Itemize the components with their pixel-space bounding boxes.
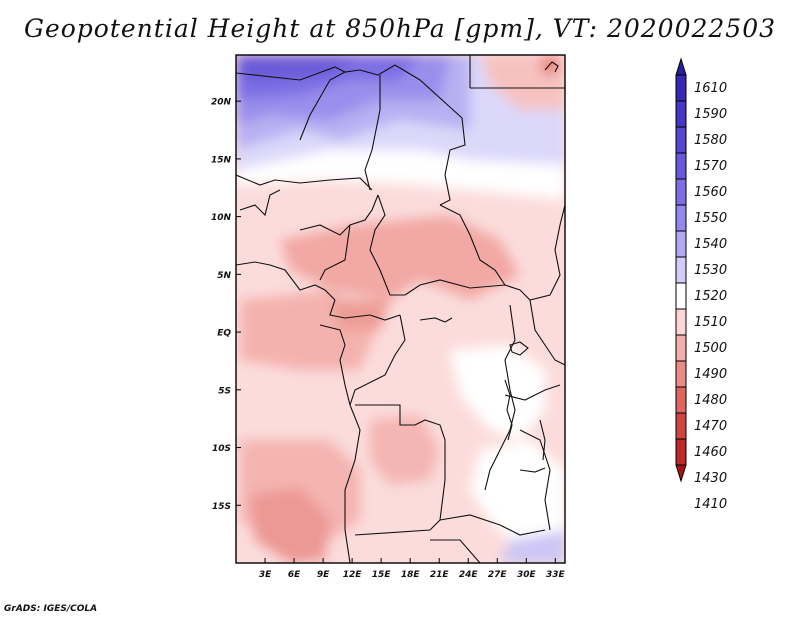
colorbar-label: 1550 <box>694 211 727 226</box>
lon-label: 9E <box>317 570 330 580</box>
figure-title: Geopotential Height at 850hPa [gpm], VT:… <box>23 14 777 43</box>
field-1560 <box>240 55 360 80</box>
boundary-niger-algeria <box>299 71 346 141</box>
colorbar-swatch <box>675 256 687 284</box>
boundary-congo <box>329 299 401 321</box>
boundary-sahel <box>236 174 373 191</box>
colorbar-bottom-arrow <box>675 464 687 483</box>
lon-label: 21E <box>430 570 450 580</box>
lon-label: 27E <box>488 570 508 580</box>
field-1480-south <box>250 488 330 563</box>
colorbar-swatch <box>675 386 687 414</box>
colorbar-label: 1540 <box>694 237 727 252</box>
colorbar: 1610 1590 1580 1570 1560 1550 1540 1530 1520 1510… <box>675 57 727 512</box>
river-congo <box>419 317 453 323</box>
boundary-angola-south <box>354 479 446 536</box>
colorbar-label: 1510 <box>694 315 727 330</box>
boundary-caprivi <box>430 539 481 563</box>
boundary-cameroon-nigeria <box>319 224 351 281</box>
grads-credit: GrADS: IGES/COLA <box>4 604 98 614</box>
colorbar-label: 1520 <box>694 289 727 304</box>
lake-kariba <box>519 467 546 473</box>
boundary-angola-coast <box>344 404 361 563</box>
colorbar-swatch <box>675 230 687 258</box>
colorbar-label: 1460 <box>694 445 727 460</box>
boundary-drc-west <box>349 314 406 406</box>
lat-label: 10S <box>212 444 231 454</box>
lat-label: 10N <box>211 213 232 223</box>
colorbar-swatch <box>675 412 687 440</box>
height-field <box>236 55 565 563</box>
lat-label: 15N <box>211 155 232 165</box>
lat-label: EQ <box>217 329 231 339</box>
field-1490-angola <box>370 415 440 485</box>
boundary-kenya <box>529 299 565 366</box>
colorbar-swatch <box>675 360 687 388</box>
lon-label: 6E <box>288 570 301 580</box>
colorbar-swatch <box>675 74 687 102</box>
colorbar-top-arrow <box>675 57 687 76</box>
colorbar-label: 1570 <box>694 159 727 174</box>
colorbar-swatch <box>675 100 687 128</box>
colorbar-swatch <box>675 438 687 466</box>
colorbar-swatch <box>675 178 687 206</box>
lon-label: 12E <box>343 570 363 580</box>
lon-label: 30E <box>517 570 537 580</box>
colorbar-label: 1580 <box>694 133 727 148</box>
colorbar-label: 1410 <box>694 497 727 512</box>
colorbar-label: 1530 <box>694 263 727 278</box>
latitude-axis: 20N 15N 10N 5N EQ 5S 10S 15S <box>211 98 241 512</box>
colorbar-label: 1590 <box>694 107 727 122</box>
field-1490-central <box>280 215 520 300</box>
boundary-gabon-congo <box>319 324 351 406</box>
boundary-westafrica-1 <box>239 189 281 217</box>
boundary-car-drc <box>404 279 506 296</box>
boundary-mozambique <box>519 429 551 531</box>
longitude-axis: 3E 6E 9E 12E 15E 18E 21E 24E 27E 30E 33E <box>259 558 566 580</box>
colorbar-label: 1480 <box>694 393 727 408</box>
lake-victoria <box>509 341 529 356</box>
boundaries <box>236 55 565 563</box>
lake-malawi <box>539 419 546 461</box>
boundary-great-lakes <box>484 304 516 491</box>
lon-label: 18E <box>401 570 421 580</box>
colorbar-swatch <box>675 334 687 362</box>
boundary-angola-drc <box>355 404 446 480</box>
field-1490-gabon <box>330 300 390 330</box>
colorbar-label: 1560 <box>694 185 727 200</box>
colorbar-swatch <box>675 126 687 154</box>
boundary-coast-north <box>236 261 336 301</box>
lon-label: 3E <box>259 570 272 580</box>
lat-label: 5S <box>218 386 231 396</box>
lat-label: 20N <box>211 98 232 108</box>
colorbar-swatch <box>675 308 687 336</box>
lat-label: 5N <box>217 271 231 281</box>
boundary-sudan <box>439 204 565 301</box>
nile-delta <box>544 61 559 73</box>
colorbar-label: 1610 <box>694 81 727 96</box>
lon-label: 24E <box>459 570 479 580</box>
boundary-tanzania-north <box>504 384 561 401</box>
lat-label: 15S <box>212 502 231 512</box>
lake-tanganyika <box>504 379 513 441</box>
lon-label: 15E <box>372 570 392 580</box>
plot-frame <box>235 54 566 564</box>
colorbar-swatch <box>675 152 687 180</box>
colorbar-label: 1490 <box>694 367 727 382</box>
boundary-sahara <box>236 64 466 206</box>
field-1510-east <box>450 345 545 440</box>
field-1510-north <box>236 140 565 200</box>
boundary-chad-car <box>369 194 405 296</box>
colorbar-label: 1430 <box>694 471 727 486</box>
colorbar-label: 1500 <box>694 341 727 356</box>
lon-label: 33E <box>546 570 566 580</box>
colorbar-label: 1470 <box>694 419 727 434</box>
boundary-zambia <box>439 514 546 536</box>
boundary-niger-chad <box>364 75 381 191</box>
colorbar-swatch <box>675 204 687 232</box>
colorbar-swatch <box>675 282 687 310</box>
field-1520-southeast <box>500 530 565 563</box>
